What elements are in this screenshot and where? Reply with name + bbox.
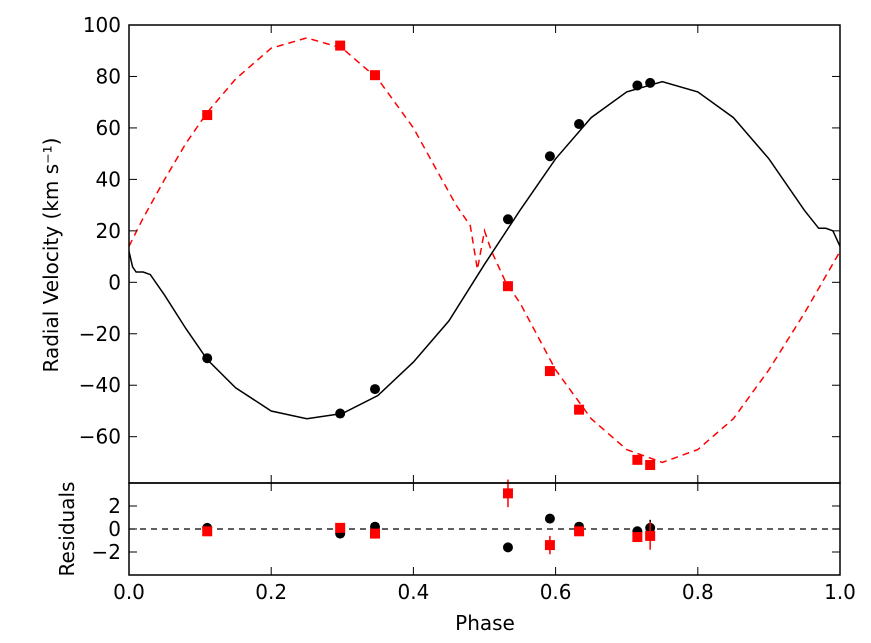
x-tick-label: 0.0 <box>113 580 145 604</box>
x-axis-label: Phase <box>455 611 515 635</box>
secondary-residual-point <box>370 528 381 539</box>
x-tick-label: 0.2 <box>255 580 287 604</box>
y-tick-label: 60 <box>96 116 121 140</box>
x-tick-label: 0.8 <box>682 580 714 604</box>
primary-model-curve <box>129 80 840 420</box>
secondary-rv-point <box>502 281 513 292</box>
primary-rv-point <box>335 408 346 419</box>
secondary-residual-point <box>502 488 513 499</box>
y-tick-label: 2 <box>108 494 121 518</box>
secondary-rv-point <box>202 110 213 121</box>
x-tick-label: 0.6 <box>540 580 572 604</box>
secondary-rv-point <box>335 40 346 51</box>
y-tick-label: 0 <box>108 270 121 294</box>
secondary-residual-point <box>202 526 213 537</box>
y-tick-label: −60 <box>79 425 121 449</box>
y-axis-label-top: Radial Velocity (km s⁻¹) <box>39 138 63 373</box>
primary-rv-point <box>544 151 555 162</box>
y-tick-label: 0 <box>108 517 121 541</box>
residuals-panel: 20−2 0.0 0.2 0.4 0.6 0.8 1.0 <box>92 479 856 604</box>
x-tick-label: 1.0 <box>824 580 856 604</box>
top-plot-area <box>129 37 840 464</box>
primary-rv-point <box>574 119 585 130</box>
primary-rv-point <box>202 353 213 364</box>
primary-rv-point <box>502 214 513 225</box>
secondary-residual-point <box>632 532 643 543</box>
y-tick-label: 20 <box>96 219 121 243</box>
secondary-rv-point <box>574 404 585 415</box>
secondary-residual-point <box>544 540 555 551</box>
y-tick-label: 100 <box>83 13 121 37</box>
x-tick-label: 0.4 <box>397 580 429 604</box>
secondary-model-curve <box>129 37 840 464</box>
y-tick-label: 80 <box>96 64 121 88</box>
secondary-rv-point <box>370 70 381 81</box>
primary-residual-point <box>502 542 513 553</box>
primary-rv-point <box>632 80 643 91</box>
y-tick-label: −2 <box>92 540 121 564</box>
secondary-rv-point <box>645 459 656 470</box>
bottom-panel-frame <box>128 482 841 576</box>
top-panel-frame <box>128 24 841 484</box>
primary-rv-point <box>645 77 656 88</box>
secondary-residual-point <box>645 530 656 541</box>
secondary-residual-point <box>335 522 346 533</box>
primary-rv-point <box>370 384 381 395</box>
radial-velocity-panel: 100 80 60 40 20 0 −20 −40 −60 <box>79 13 841 484</box>
secondary-residual-point <box>574 526 585 537</box>
primary-residual-point <box>544 513 555 524</box>
y-tick-label: 40 <box>96 167 121 191</box>
y-tick-label: −40 <box>79 373 121 397</box>
secondary-rv-point <box>544 366 555 377</box>
y-axis-label-bottom: Residuals <box>55 482 79 577</box>
y-tick-label: −20 <box>79 322 121 346</box>
secondary-rv-point <box>632 454 643 465</box>
